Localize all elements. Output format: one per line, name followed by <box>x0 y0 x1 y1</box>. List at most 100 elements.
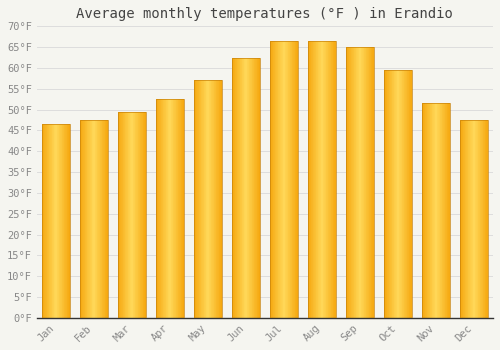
Bar <box>212 80 213 318</box>
Bar <box>271 41 272 318</box>
Bar <box>334 41 335 318</box>
Bar <box>434 103 436 318</box>
Bar <box>259 57 260 318</box>
Bar <box>350 47 352 318</box>
Bar <box>61 124 62 318</box>
Bar <box>175 99 176 318</box>
Bar <box>328 41 329 318</box>
Bar <box>139 112 140 318</box>
Bar <box>120 112 121 318</box>
Bar <box>121 112 122 318</box>
Bar <box>309 41 310 318</box>
Bar <box>270 41 298 318</box>
Bar <box>118 112 119 318</box>
Bar <box>461 120 462 318</box>
Bar <box>140 112 141 318</box>
Bar <box>131 112 132 318</box>
Bar <box>363 47 364 318</box>
Bar <box>442 103 443 318</box>
Bar <box>288 41 289 318</box>
Bar <box>128 112 129 318</box>
Bar <box>428 103 429 318</box>
Bar <box>318 41 319 318</box>
Bar <box>462 120 464 318</box>
Bar <box>194 80 195 318</box>
Bar <box>159 99 160 318</box>
Bar <box>122 112 124 318</box>
Bar <box>469 120 470 318</box>
Bar <box>474 120 475 318</box>
Bar <box>310 41 312 318</box>
Bar <box>64 124 65 318</box>
Bar <box>205 80 206 318</box>
Bar <box>405 70 406 318</box>
Bar <box>134 112 136 318</box>
Bar <box>312 41 314 318</box>
Bar <box>240 57 241 318</box>
Bar <box>441 103 442 318</box>
Title: Average monthly temperatures (°F ) in Erandio: Average monthly temperatures (°F ) in Er… <box>76 7 454 21</box>
Bar <box>291 41 292 318</box>
Bar <box>91 120 92 318</box>
Bar <box>392 70 393 318</box>
Bar <box>395 70 396 318</box>
Bar <box>317 41 318 318</box>
Bar <box>330 41 331 318</box>
Bar <box>243 57 244 318</box>
Bar <box>217 80 218 318</box>
Bar <box>88 120 89 318</box>
Bar <box>393 70 394 318</box>
Bar <box>475 120 476 318</box>
Bar <box>45 124 46 318</box>
Bar <box>258 57 259 318</box>
Bar <box>211 80 212 318</box>
Bar <box>443 103 444 318</box>
Bar <box>172 99 174 318</box>
Bar <box>370 47 372 318</box>
Bar <box>65 124 66 318</box>
Bar <box>170 99 172 318</box>
Bar <box>444 103 446 318</box>
Bar <box>398 70 400 318</box>
Bar <box>322 41 324 318</box>
Bar <box>422 103 423 318</box>
Bar <box>44 124 45 318</box>
Bar <box>279 41 280 318</box>
Bar <box>290 41 291 318</box>
Bar <box>132 112 134 318</box>
Bar <box>204 80 205 318</box>
Bar <box>129 112 130 318</box>
Bar <box>169 99 170 318</box>
Bar <box>472 120 474 318</box>
Bar <box>426 103 427 318</box>
Bar <box>401 70 402 318</box>
Bar <box>448 103 449 318</box>
Bar <box>195 80 196 318</box>
Bar <box>207 80 208 318</box>
Bar <box>239 57 240 318</box>
Bar <box>50 124 51 318</box>
Bar <box>103 120 104 318</box>
Bar <box>99 120 100 318</box>
Bar <box>467 120 468 318</box>
Bar <box>308 41 309 318</box>
Bar <box>51 124 52 318</box>
Bar <box>476 120 477 318</box>
Bar <box>329 41 330 318</box>
Bar <box>214 80 215 318</box>
Bar <box>210 80 211 318</box>
Bar <box>360 47 362 318</box>
Bar <box>347 47 348 318</box>
Bar <box>55 124 56 318</box>
Bar <box>58 124 59 318</box>
Bar <box>215 80 216 318</box>
Bar <box>332 41 334 318</box>
Bar <box>244 57 245 318</box>
Bar <box>403 70 404 318</box>
Bar <box>272 41 273 318</box>
Bar <box>364 47 365 318</box>
Bar <box>273 41 274 318</box>
Bar <box>156 99 157 318</box>
Bar <box>327 41 328 318</box>
Bar <box>241 57 242 318</box>
